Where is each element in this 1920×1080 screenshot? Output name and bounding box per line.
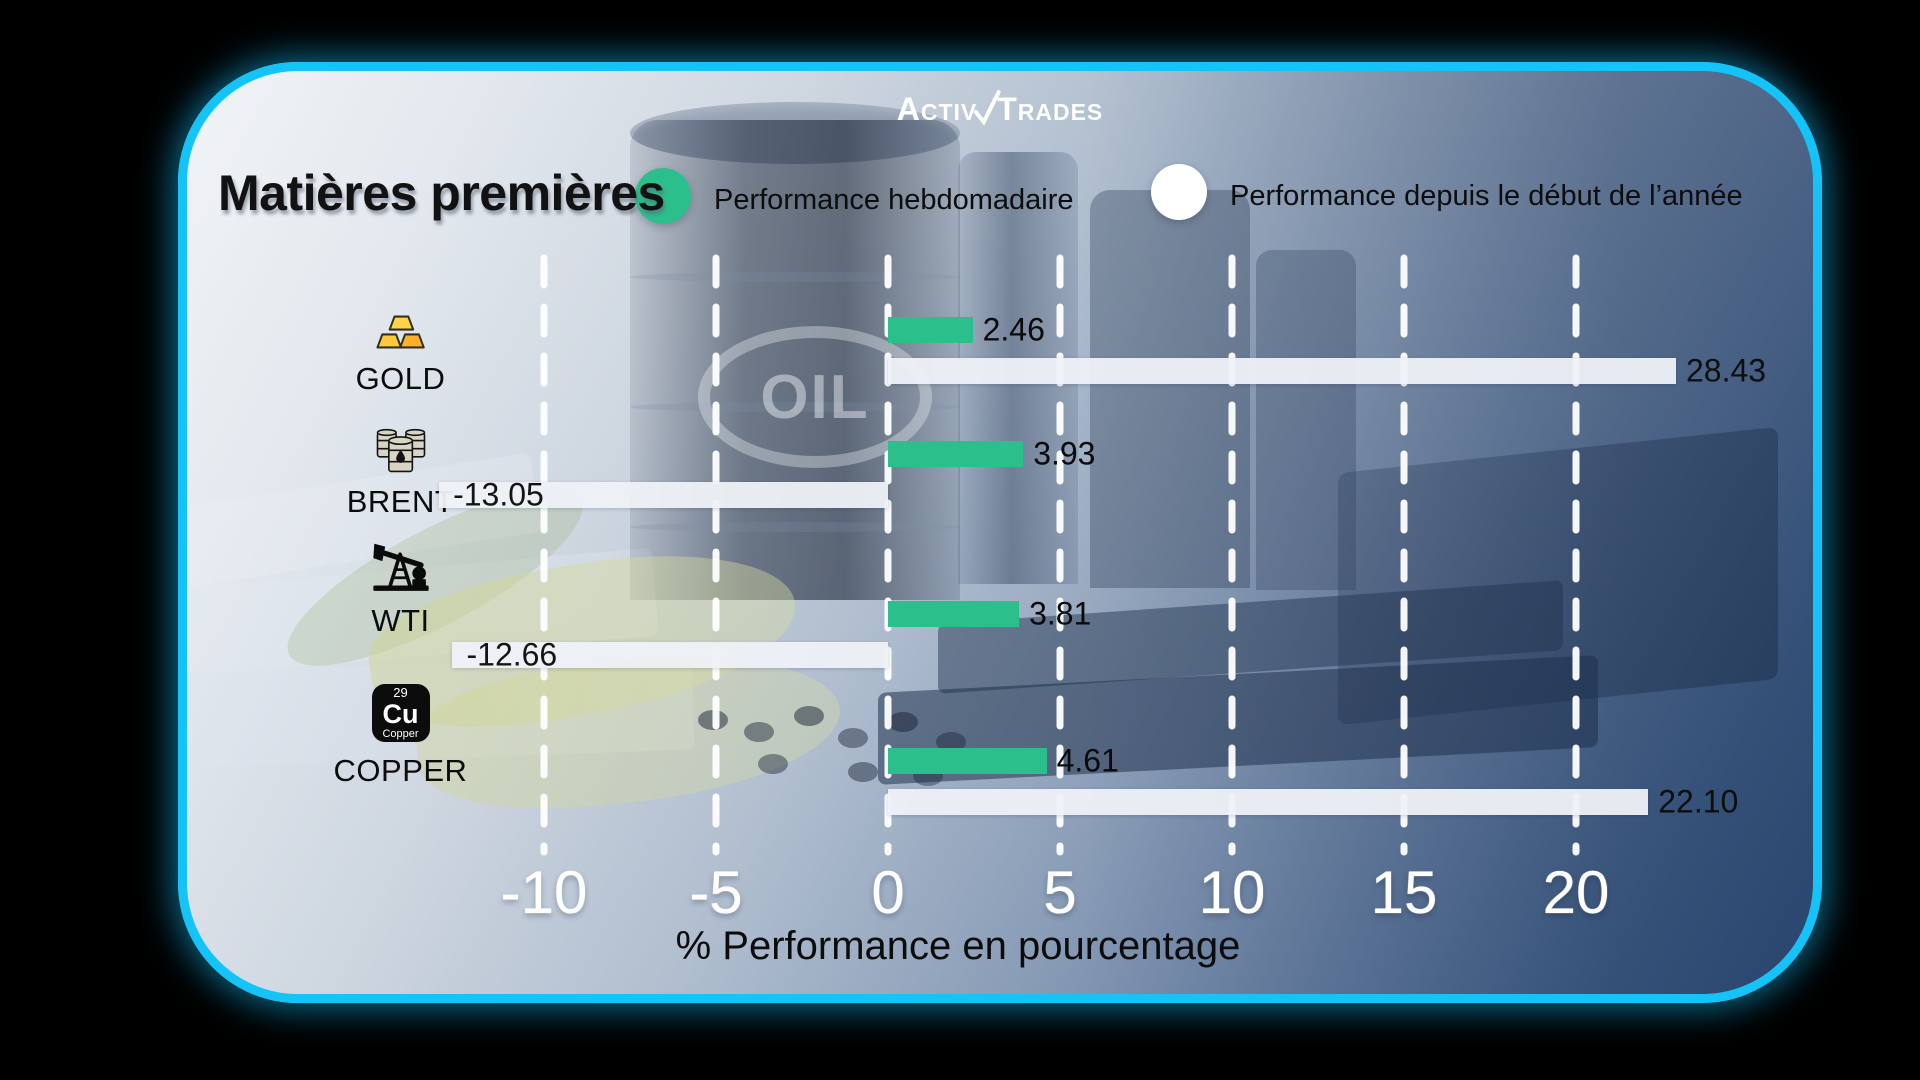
bar-brent-weekly: 3.93 <box>888 436 1095 472</box>
pipe-art <box>1090 190 1250 588</box>
oil-pump-icon <box>372 543 429 591</box>
bar-value: 22.10 <box>1658 783 1739 820</box>
row-header-wti: WTI <box>308 540 493 639</box>
bar-copper-ytd: 22.10 <box>888 784 1738 820</box>
row-header-copper: 29 Cu Copper COPPER <box>308 684 493 789</box>
copper-element-icon: 29 Cu Copper <box>371 684 430 742</box>
x-axis-title: % Performance en pourcentage <box>675 924 1241 968</box>
page-title: Matières premières <box>218 165 665 221</box>
legend-dot-ytd <box>1151 164 1207 220</box>
background-collage: OIL <box>178 62 1822 1003</box>
bar-value: 28.43 <box>1686 352 1767 389</box>
x-tick-label: -5 <box>689 859 743 926</box>
legend-label-ytd: Performance depuis le début de l’année <box>1230 180 1743 212</box>
row-label: GOLD <box>355 361 446 396</box>
row-header-brent: BRENT <box>308 426 493 520</box>
bar-value: -12.66 <box>466 636 558 673</box>
bar-wti-ytd: -12.66 <box>452 637 888 673</box>
legend-dot-weekly <box>635 168 691 224</box>
x-tick-label: -10 <box>500 859 588 926</box>
gold-bars-icon <box>375 315 425 349</box>
oil-barrel-art <box>630 272 960 282</box>
shade-overlay <box>178 62 1822 1003</box>
bar-value: -13.05 <box>453 476 544 513</box>
oil-barrels-icon <box>376 428 425 473</box>
x-tick-label: 0 <box>871 859 905 926</box>
bar-copper-weekly: 4.61 <box>888 743 1119 779</box>
x-tick-label: 5 <box>1043 859 1077 926</box>
brand-logo-text-left: Activ <box>896 91 978 127</box>
legend-label-weekly: Performance hebdomadaire <box>714 184 1074 216</box>
row-label: BRENT <box>346 484 455 519</box>
bar-value: 4.61 <box>1056 742 1119 779</box>
row-label: COPPER <box>333 753 468 788</box>
checkmark-icon <box>973 90 1001 126</box>
oil-barrel-art <box>630 522 960 532</box>
infographic-card: OIL Activ Trades Matières premières <box>178 62 1822 1003</box>
row-label: WTI <box>371 603 430 638</box>
x-tick-label: 15 <box>1370 859 1438 926</box>
bar-wti-weekly: 3.81 <box>888 596 1091 632</box>
brand-logo-text-right: Trades <box>997 91 1104 127</box>
bar-gold-ytd: 28.43 <box>888 353 1766 389</box>
brand-logo: Activ Trades <box>896 90 1104 127</box>
x-tick-label: 20 <box>1542 859 1610 926</box>
copper-symbol: Cu <box>382 699 419 729</box>
x-tick-label: 10 <box>1198 859 1266 926</box>
bar-value: 3.81 <box>1029 595 1092 632</box>
card-background: OIL Activ Trades Matières premières <box>178 62 1822 1003</box>
bar-value: 2.46 <box>982 311 1045 348</box>
bar-value: 3.93 <box>1033 435 1096 472</box>
copper-atomic-number: 29 <box>393 685 408 700</box>
copper-name: Copper <box>382 728 419 740</box>
bar-gold-weekly: 2.46 <box>888 312 1045 348</box>
bar-brent-ytd: -13.05 <box>439 477 888 513</box>
row-header-gold: GOLD <box>308 314 493 397</box>
